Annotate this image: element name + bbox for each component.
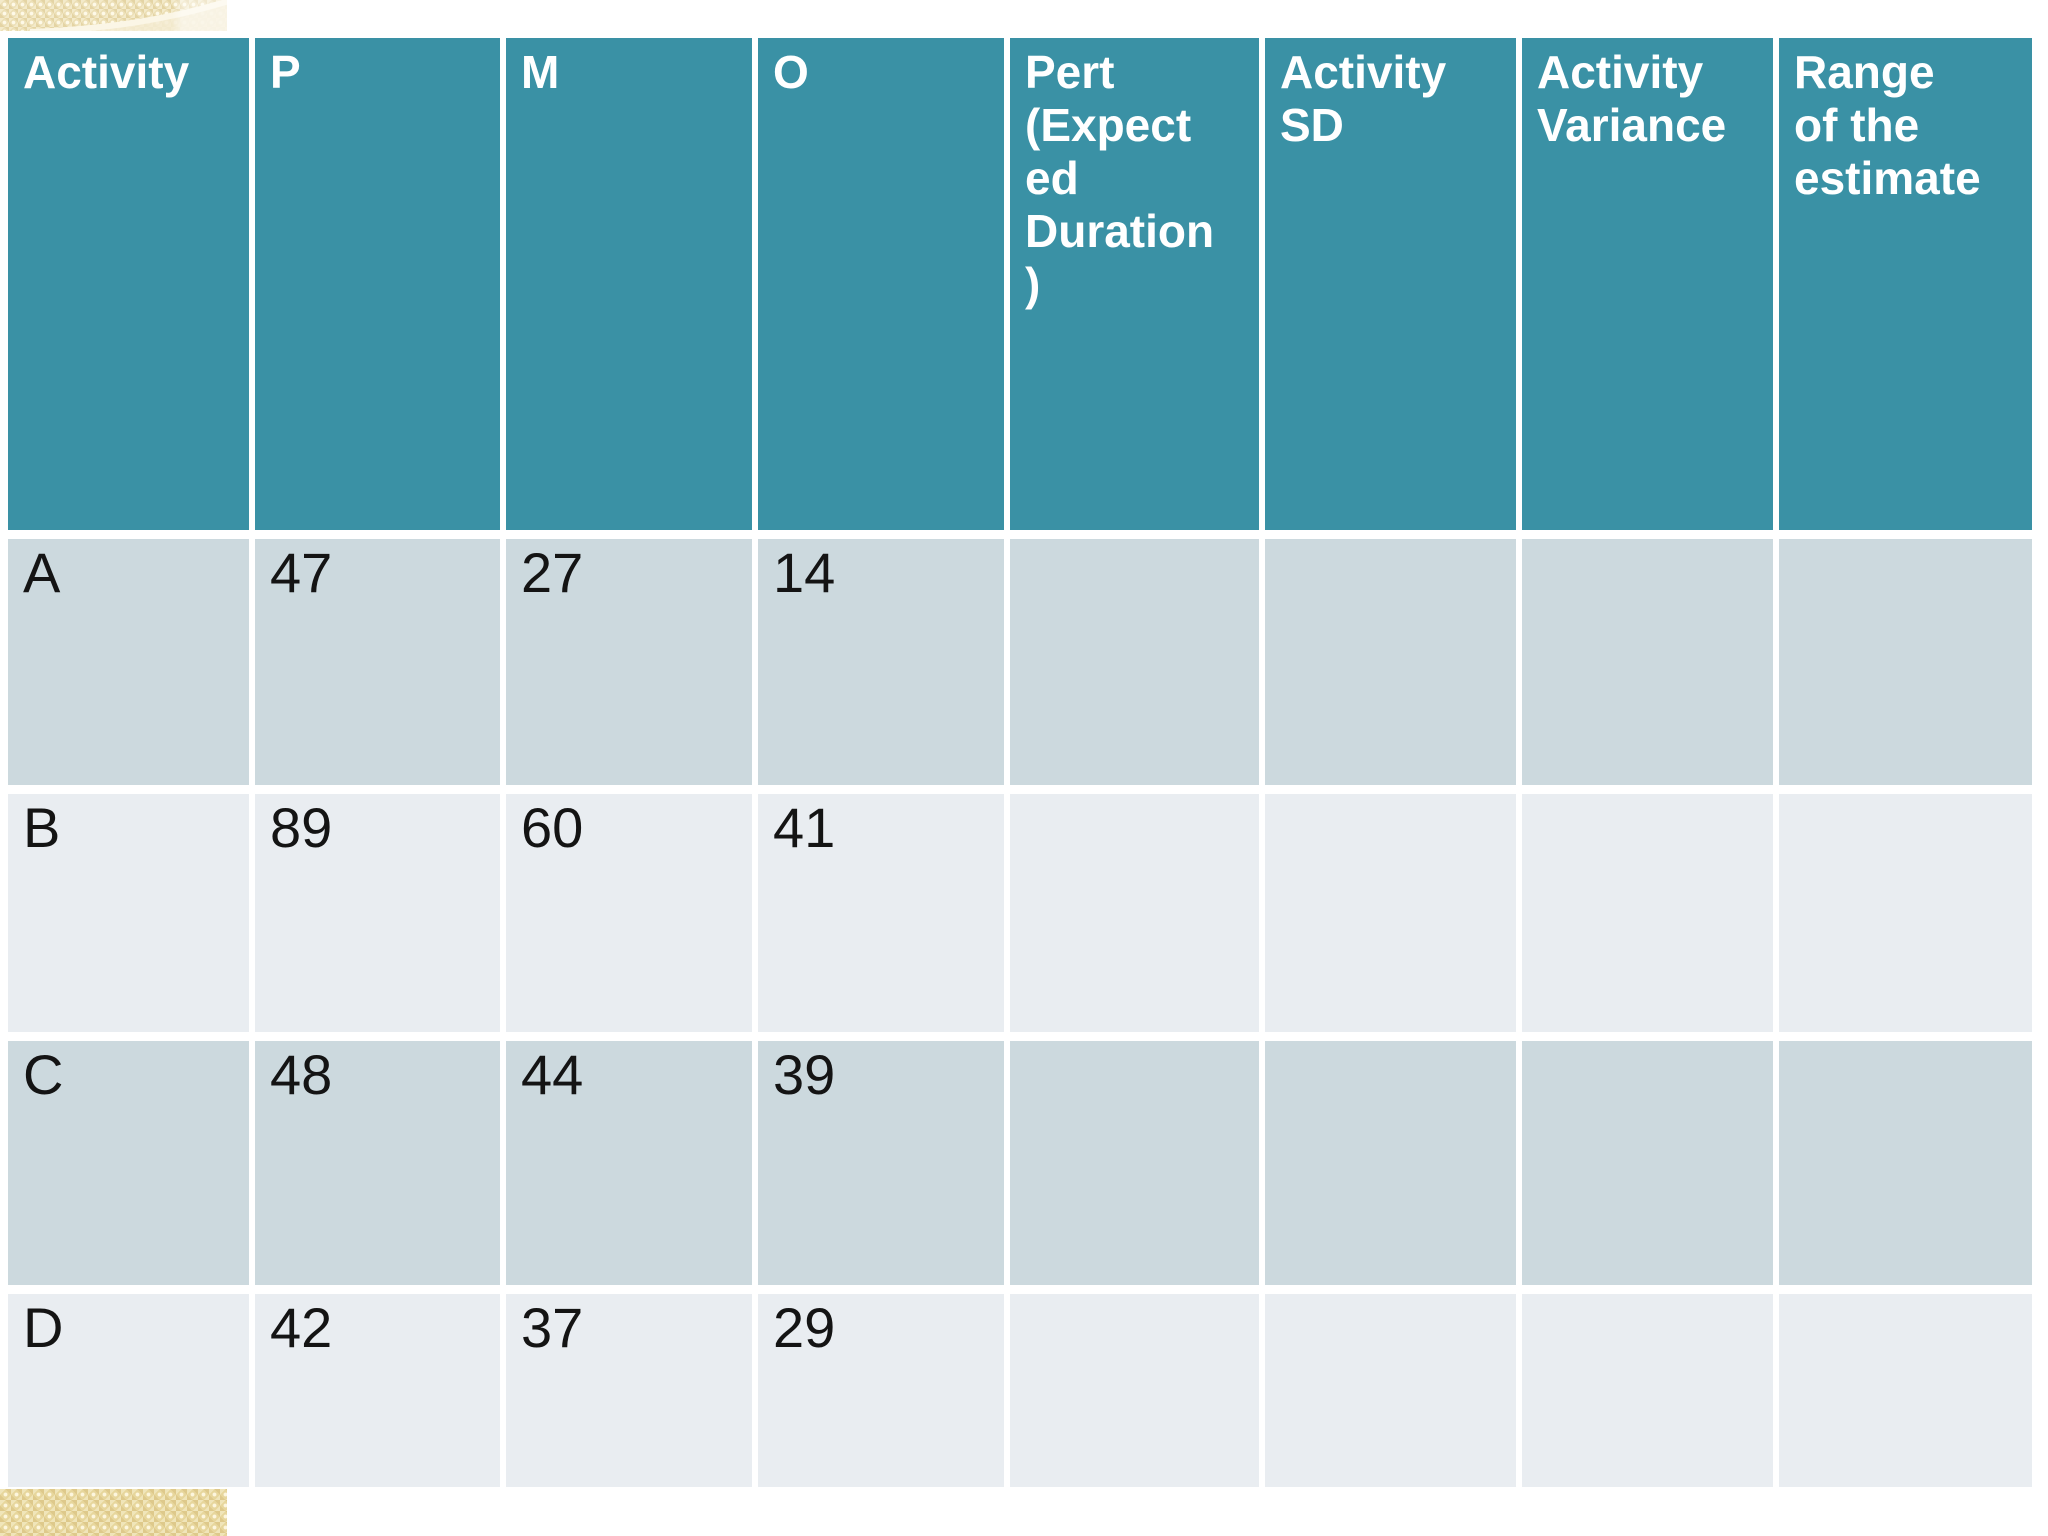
cell-D-sd bbox=[1265, 1294, 1516, 1487]
header-activity-sd: Activity SD bbox=[1265, 38, 1516, 530]
header-o: O bbox=[758, 38, 1004, 530]
header-p: P bbox=[255, 38, 500, 530]
cell-B-sd bbox=[1265, 794, 1516, 1032]
pert-estimation-table: Activity P M O Pert (Expect ed Duration … bbox=[8, 38, 2032, 1487]
cell-D-p: 42 bbox=[255, 1294, 500, 1487]
cell-A-pert bbox=[1010, 539, 1259, 785]
header-m: M bbox=[506, 38, 752, 530]
cell-D-activity: D bbox=[8, 1294, 249, 1487]
cell-D-range bbox=[1779, 1294, 2032, 1487]
cell-B-o: 41 bbox=[758, 794, 1004, 1032]
cell-C-variance bbox=[1522, 1041, 1773, 1285]
cell-C-activity: C bbox=[8, 1041, 249, 1285]
cell-D-pert bbox=[1010, 1294, 1259, 1487]
cell-A-m: 27 bbox=[506, 539, 752, 785]
cell-D-m: 37 bbox=[506, 1294, 752, 1487]
cell-D-variance bbox=[1522, 1294, 1773, 1487]
cell-B-pert bbox=[1010, 794, 1259, 1032]
cell-A-o: 14 bbox=[758, 539, 1004, 785]
bottom-left-decoration-strip bbox=[0, 1489, 227, 1536]
cell-A-range bbox=[1779, 539, 2032, 785]
cell-C-p: 48 bbox=[255, 1041, 500, 1285]
swoosh-curve bbox=[29, 0, 227, 31]
cell-A-p: 47 bbox=[255, 539, 500, 785]
header-activity: Activity bbox=[8, 38, 249, 530]
cell-C-range bbox=[1779, 1041, 2032, 1285]
cell-D-o: 29 bbox=[758, 1294, 1004, 1487]
header-pert-expected-duration: Pert (Expect ed Duration ) bbox=[1010, 38, 1259, 530]
cell-B-range bbox=[1779, 794, 2032, 1032]
cell-B-variance bbox=[1522, 794, 1773, 1032]
cell-C-pert bbox=[1010, 1041, 1259, 1285]
header-range-of-estimate: Range of the estimate bbox=[1779, 38, 2032, 530]
cell-A-variance bbox=[1522, 539, 1773, 785]
cell-C-sd bbox=[1265, 1041, 1516, 1285]
top-left-decoration-band bbox=[0, 0, 227, 31]
cell-A-activity: A bbox=[8, 539, 249, 785]
cell-C-o: 39 bbox=[758, 1041, 1004, 1285]
cell-B-p: 89 bbox=[255, 794, 500, 1032]
header-activity-variance: Activity Variance bbox=[1522, 38, 1773, 530]
cell-B-m: 60 bbox=[506, 794, 752, 1032]
cell-A-sd bbox=[1265, 539, 1516, 785]
cell-C-m: 44 bbox=[506, 1041, 752, 1285]
cell-B-activity: B bbox=[8, 794, 249, 1032]
